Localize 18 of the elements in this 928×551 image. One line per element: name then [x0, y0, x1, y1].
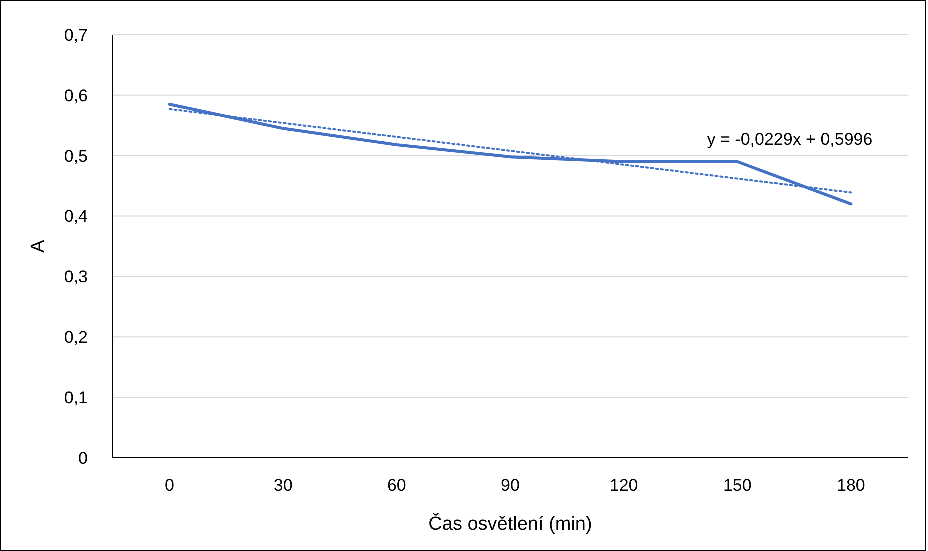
y-tick-label: 0,4 [64, 207, 88, 226]
x-tick-label: 180 [837, 476, 866, 495]
y-tick-label: 0,7 [64, 26, 88, 45]
x-tick-label: 0 [165, 476, 175, 495]
y-tick-label: 0,2 [64, 328, 88, 348]
y-tick-label: 0,3 [64, 268, 88, 287]
x-tick-label: 150 [723, 476, 752, 495]
y-tick-label: 0,6 [64, 86, 88, 106]
y-axis-title: A [28, 240, 49, 253]
y-tick-label: 0,1 [64, 388, 88, 408]
x-tick-label: 90 [501, 476, 520, 495]
y-tick-label: 0 [78, 448, 88, 468]
y-tick-label: 0,5 [64, 146, 88, 166]
x-tick-label: 30 [274, 476, 293, 495]
x-axis-title: Čas osvětlení (min) [428, 513, 592, 535]
x-tick-label: 120 [610, 476, 638, 495]
annotation: y = -0,0229x + 0,5996 [707, 130, 873, 149]
x-tick-label: 60 [387, 476, 406, 495]
